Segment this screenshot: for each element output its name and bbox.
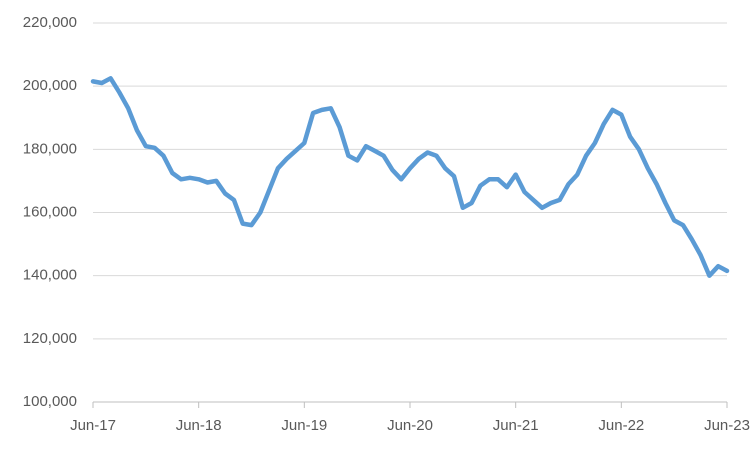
y-tick-label: 100,000 — [23, 393, 77, 410]
x-tick-label: Jun-18 — [176, 417, 222, 434]
x-tick-label: Jun-23 — [704, 417, 750, 434]
x-tick-label: Jun-22 — [598, 417, 644, 434]
y-tick-label: 160,000 — [23, 203, 77, 220]
y-tick-label: 220,000 — [23, 14, 77, 31]
y-tick-label: 180,000 — [23, 140, 77, 157]
series-line — [90, 76, 730, 278]
x-tick-label: Jun-19 — [281, 417, 327, 434]
y-tick-label: 140,000 — [23, 267, 77, 284]
x-tick-label: Jun-21 — [493, 417, 539, 434]
y-tick-label: 120,000 — [23, 330, 77, 347]
x-tick-label: Jun-17 — [70, 417, 116, 434]
y-tick-label: 200,000 — [23, 77, 77, 94]
x-tick-label: Jun-20 — [387, 417, 433, 434]
